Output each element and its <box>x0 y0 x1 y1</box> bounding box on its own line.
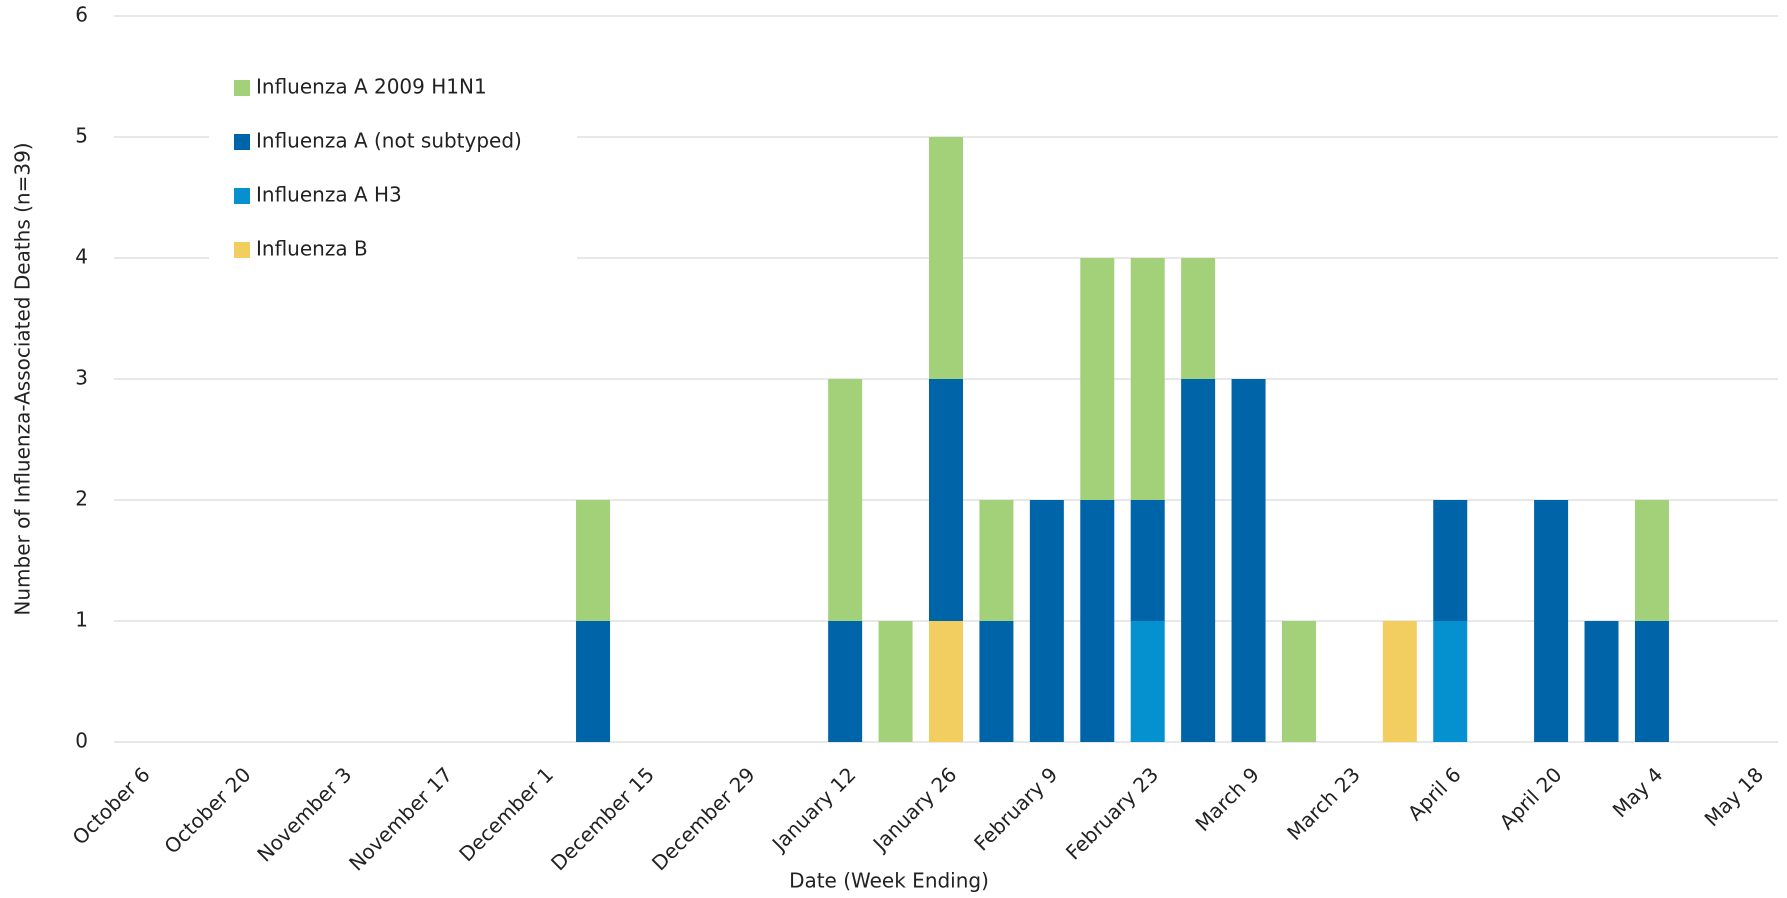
bar-segment <box>1080 500 1115 742</box>
x-tick-label: October 6 <box>68 762 155 849</box>
bar-segment <box>1433 621 1468 742</box>
legend-swatch <box>234 80 250 96</box>
legend-label: Influenza A H3 <box>256 183 402 207</box>
y-tick-label: 0 <box>75 729 88 753</box>
y-tick-label: 3 <box>75 366 88 390</box>
bar-segment <box>1634 500 1669 621</box>
bar-segment <box>828 379 863 621</box>
y-tick-label: 2 <box>75 487 88 511</box>
x-tick-label: March 9 <box>1190 762 1264 836</box>
bar-segment <box>1029 500 1064 742</box>
legend-label: Influenza A 2009 H1N1 <box>256 75 487 99</box>
x-tick-label: February 23 <box>1061 762 1163 864</box>
x-tick-label: December 29 <box>647 762 760 875</box>
x-tick-label: October 20 <box>159 762 255 858</box>
bar-segment <box>878 621 913 742</box>
x-tick-label: November 3 <box>252 762 356 866</box>
x-tick-label: November 17 <box>344 762 457 875</box>
x-tick-label: May 18 <box>1700 762 1769 831</box>
bar-segment <box>1433 500 1468 621</box>
bar-segment <box>979 621 1014 742</box>
bar-segment <box>1130 258 1165 500</box>
bar-segment <box>1281 621 1316 742</box>
x-tick-label: December 1 <box>454 762 558 866</box>
legend-swatch <box>234 134 250 150</box>
x-tick-label: January 12 <box>766 762 860 856</box>
legend-label: Influenza A (not subtyped) <box>256 129 522 153</box>
x-tick-label: February 9 <box>969 762 1062 855</box>
x-axis-title: Date (Week Ending) <box>789 869 989 893</box>
bar-segment <box>1584 621 1619 742</box>
bar-segment <box>576 500 611 621</box>
legend-swatch <box>234 242 250 258</box>
legend-label: Influenza B <box>256 237 368 261</box>
bar-segment <box>1130 500 1165 621</box>
bar-segment <box>1382 621 1417 742</box>
x-tick-label: May 4 <box>1608 762 1668 822</box>
y-tick-label: 6 <box>75 3 88 27</box>
bar-segment <box>576 621 611 742</box>
bar-segment <box>979 500 1014 621</box>
legend-swatch <box>234 188 250 204</box>
bar-segment <box>1634 621 1669 742</box>
bar-segment <box>1080 258 1115 500</box>
y-tick-label: 5 <box>75 124 88 148</box>
bar-segment <box>1181 258 1216 379</box>
bar-segment <box>828 621 863 742</box>
legend-background <box>209 62 577 262</box>
x-tick-label: April 6 <box>1403 762 1466 825</box>
y-tick-label: 4 <box>75 245 88 269</box>
bar-segment <box>1181 379 1216 742</box>
bar-segment <box>929 137 963 379</box>
y-axis-title: Number of Influenza-Associated Deaths (n… <box>11 142 35 615</box>
bar-segment <box>1130 621 1165 742</box>
x-tick-label: December 15 <box>546 762 659 875</box>
y-tick-label: 1 <box>75 608 88 632</box>
bar-segment <box>1534 500 1569 742</box>
x-tick-label: January 26 <box>867 762 961 856</box>
bar-segment <box>1231 379 1266 742</box>
x-tick-label: April 20 <box>1495 762 1567 834</box>
x-tick-label: March 23 <box>1282 762 1365 845</box>
bar-segment <box>929 379 963 621</box>
bar-segment <box>929 621 963 742</box>
